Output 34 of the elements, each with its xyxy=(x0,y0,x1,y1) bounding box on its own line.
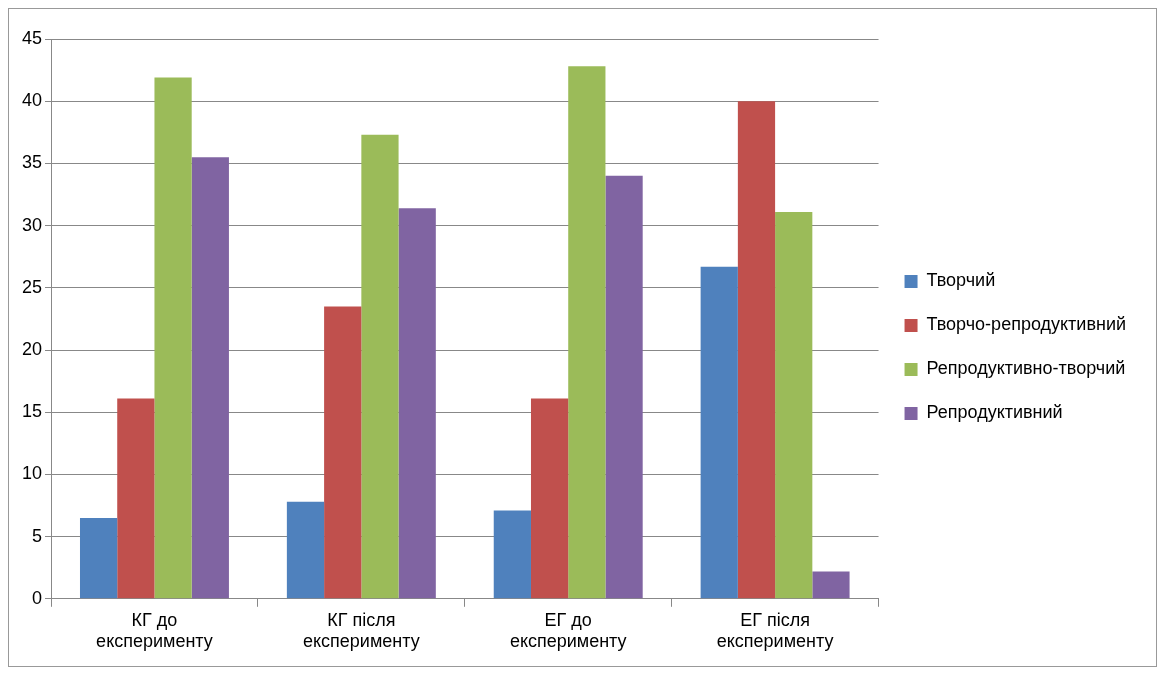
bar xyxy=(286,501,325,599)
legend-label: Репродуктивний xyxy=(926,402,1063,423)
y-tick-label: 0 xyxy=(32,587,43,608)
x-tick-label: КГ до експерименту xyxy=(96,609,213,652)
legend-label: Творчо-репродуктивний xyxy=(926,314,1127,335)
bar xyxy=(324,306,362,599)
bar xyxy=(530,398,569,599)
bar xyxy=(398,208,436,599)
bar xyxy=(493,510,531,599)
x-tick-label: ЕГ після експерименту xyxy=(716,609,834,652)
legend-label: Репродуктивно-творчий xyxy=(926,358,1126,379)
bar xyxy=(605,175,643,599)
y-tick-label: 15 xyxy=(21,401,43,422)
bar xyxy=(700,266,738,599)
bar xyxy=(79,517,118,599)
y-tick-label: 45 xyxy=(21,27,43,48)
y-tick-label: 30 xyxy=(21,214,43,235)
y-tick-label: 35 xyxy=(21,152,43,173)
y-tick-label: 5 xyxy=(32,525,43,546)
x-tick-label: КГ після експерименту xyxy=(303,609,420,652)
x-tick-label: ЕГ до експерименту xyxy=(509,609,627,652)
bar xyxy=(812,571,850,599)
bar xyxy=(775,211,813,599)
bar xyxy=(191,157,229,599)
legend-label: Творчий xyxy=(926,270,996,291)
bar xyxy=(361,134,399,599)
y-tick-label: 20 xyxy=(21,338,43,359)
bar xyxy=(117,398,155,599)
y-tick-label: 25 xyxy=(21,276,43,297)
y-tick-label: 40 xyxy=(21,90,43,111)
y-tick-label: 10 xyxy=(21,463,43,484)
bar xyxy=(737,101,776,599)
bar xyxy=(154,77,192,599)
bar xyxy=(568,66,606,599)
